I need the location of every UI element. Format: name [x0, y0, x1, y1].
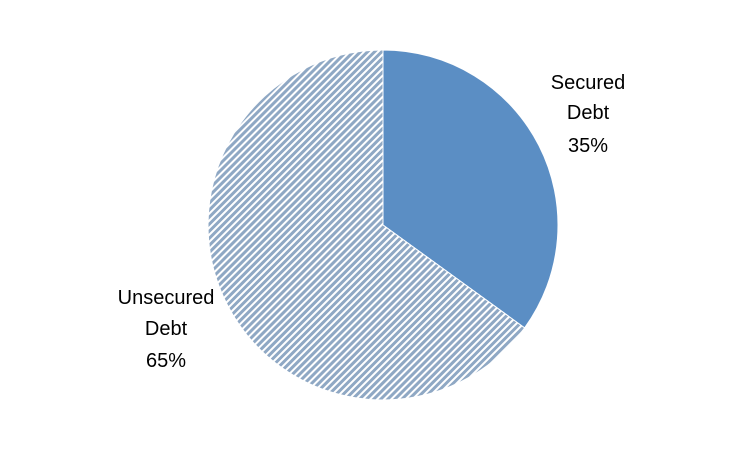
slice-label-unsecured-debt: Unsecured Debt 65% [118, 287, 215, 372]
slice-label-secured-percent: 35% [568, 135, 608, 157]
slice-label-secured-line-2: Debt [567, 102, 610, 124]
slice-label-secured-line-1: Secured [551, 72, 626, 94]
slice-label-unsecured-percent: 65% [146, 350, 186, 372]
pie-slices [207, 49, 559, 401]
pie-slice-secured-debt [382, 49, 559, 329]
slice-label-unsecured-line-2: Debt [145, 318, 188, 340]
pie-slice-unsecured-debt [207, 49, 526, 401]
slice-label-unsecured-line-1: Unsecured [118, 287, 215, 309]
slice-label-secured-debt: Secured Debt 35% [551, 72, 626, 157]
